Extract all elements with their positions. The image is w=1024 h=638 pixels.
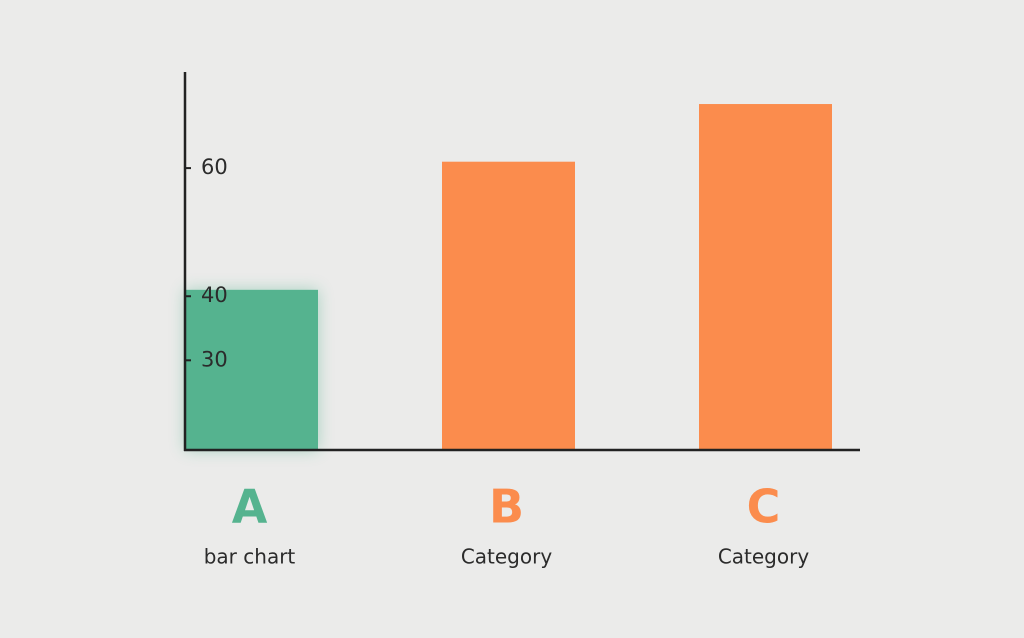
bar xyxy=(442,161,575,450)
category-caption: Category xyxy=(461,545,553,569)
category-caption: Category xyxy=(718,545,810,569)
y-tick-label: 40 xyxy=(201,283,228,307)
category-label: B xyxy=(489,480,524,534)
plot-area xyxy=(185,104,832,450)
y-tick-label: 60 xyxy=(201,155,228,179)
bar xyxy=(699,104,832,450)
category-label: A xyxy=(232,480,268,534)
category-label: C xyxy=(747,480,781,534)
category-caption: bar chart xyxy=(204,545,296,569)
bar xyxy=(185,289,318,450)
y-tick-label: 30 xyxy=(201,347,228,371)
